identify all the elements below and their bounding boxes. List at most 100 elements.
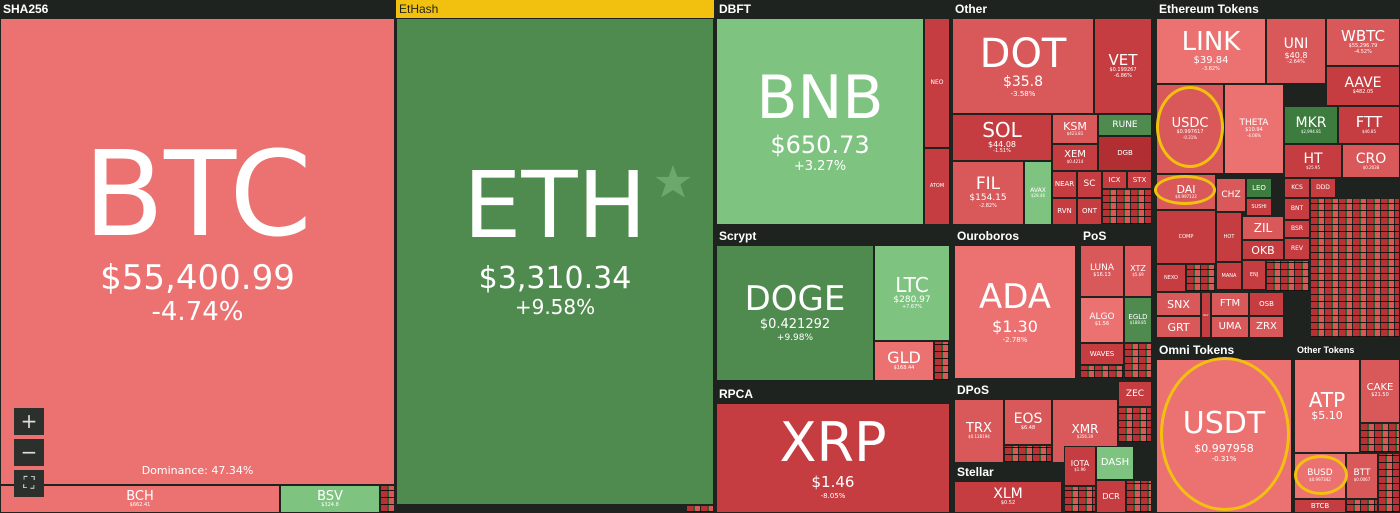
tile-bch[interactable]: BCH $662.41 [0,485,280,513]
tile-small-coins[interactable] [1126,480,1152,513]
tile-dgb[interactable]: DGB [1098,136,1152,171]
tile-small-coins[interactable] [1124,343,1152,379]
tile-grt[interactable]: GRT [1156,316,1201,338]
tile-kcs[interactable]: KCS [1284,178,1310,198]
tile-algo[interactable]: ALGO $1.56 [1080,297,1124,343]
tile-small-coins[interactable] [1064,486,1096,513]
tile-rvn[interactable]: RVN [1052,198,1077,225]
tile-sc[interactable]: SC [1077,171,1102,198]
tile-rev[interactable]: REV [1284,238,1310,260]
tile-small-coins[interactable] [1360,423,1400,453]
tile-theta[interactable]: THETA $10.94 -4.06% [1224,84,1284,174]
tile-aave[interactable]: AAVE $482.05 [1326,66,1400,106]
tile-mana[interactable]: MANA [1216,262,1242,290]
tile-small-coins[interactable] [1004,445,1052,463]
tile-gld[interactable]: GLD $168.44 [874,341,934,381]
tile-nexo[interactable]: NEXO [1156,264,1186,292]
tile-cro[interactable]: CRO $0.2038 [1342,144,1400,178]
tile-doge[interactable]: DOGE $0.421292 +9.98% [716,245,874,381]
tile-small-coins[interactable] [1118,407,1152,443]
tile-usdc[interactable]: USDC $0.997617 -0.31% [1156,84,1224,174]
tile-bnb[interactable]: BNB $650.73 +3.27% [716,18,924,225]
tile-bsr[interactable]: BSR [1284,220,1310,238]
tile-enj[interactable]: ENJ [1242,260,1266,290]
tile-small-coins[interactable] [1102,189,1152,225]
tile-small-coins[interactable] [1080,365,1124,379]
tile-dot[interactable]: DOT $35.8 -3.58% [952,18,1094,114]
tile-xem[interactable]: XEM $0.4214 [1052,144,1098,171]
fullscreen-button[interactable]: ⛶ [14,470,44,497]
tile-dcr[interactable]: DCR [1096,480,1126,513]
tile-waves[interactable]: WAVES [1080,343,1124,365]
tile-vet[interactable]: VET $0.199267 -6.86% [1094,18,1152,114]
tile-uma[interactable]: UMA [1211,316,1249,338]
tile-fil[interactable]: FIL $154.15 -2.82% [952,161,1024,225]
tile-okb[interactable]: OKB [1242,240,1284,260]
tile-small-coins[interactable] [1346,499,1378,513]
tile-cake[interactable]: CAKE $21.50 [1360,359,1400,423]
tile-rune[interactable]: RUNE [1098,114,1152,136]
tile-usdt[interactable]: USDT $0.997958 -0.31% [1156,359,1292,513]
tile-leo[interactable]: LEO [1246,178,1272,198]
tile-zec[interactable]: ZEC [1118,381,1152,407]
tile-small-coins[interactable] [1310,198,1400,338]
tile-link[interactable]: LINK $39.84 -3.82% [1156,18,1266,84]
tile-near[interactable]: NEAR [1052,171,1077,198]
tile-small-coins[interactable] [1186,264,1216,292]
tile-rly[interactable]: RLY [1201,292,1211,338]
tile-ont[interactable]: ONT [1077,198,1102,225]
change: -8.05% [820,491,846,500]
tile-ada[interactable]: ADA $1.30 -2.78% [954,245,1076,379]
tile-small-coins[interactable] [934,341,950,381]
symbol: DDD [1316,184,1330,191]
tile-xlm[interactable]: XLM $0.52 [954,481,1062,513]
tile-busd[interactable]: BUSD $0.997342 [1294,453,1346,499]
tile-atp[interactable]: ATP $5.10 [1294,359,1360,453]
tile-icx[interactable]: ICX [1102,171,1127,189]
tile-hot[interactable]: HOT [1216,212,1242,262]
tile-ftm[interactable]: FTM [1211,292,1249,316]
tile-chz[interactable]: CHZ [1216,178,1246,212]
tile-luna[interactable]: LUNA $16.13 [1080,245,1124,297]
tile-btt[interactable]: BTT $0.0067 [1346,453,1378,499]
tile-xtz[interactable]: XTZ $5.69 [1124,245,1152,297]
tile-stx[interactable]: STX [1127,171,1152,189]
tile-ddd[interactable]: DDD [1310,178,1336,198]
tile-xrp[interactable]: XRP $1.46 -8.05% [716,403,950,513]
tile-atom[interactable]: ATOM [924,148,950,225]
tile-trx[interactable]: TRX $0.128194 [954,399,1004,463]
zoom-out-button[interactable]: − [14,439,44,466]
tile-snx[interactable]: SNX [1156,292,1201,316]
symbol: BTT [1353,468,1371,479]
tile-wbtc[interactable]: WBTC $55,296.79 -4.52% [1326,18,1400,66]
tile-ftt[interactable]: FTT $46.85 [1338,106,1400,144]
tile-ltc[interactable]: LTC $280.97 +7.67% [874,245,950,341]
tile-dai[interactable]: DAI $0.997122 [1156,174,1216,210]
tile-iota[interactable]: IOTA $1.96 [1064,446,1096,486]
tile-avax[interactable]: AVAX $28.46 [1024,161,1052,225]
zoom-in-button[interactable]: + [14,408,44,435]
tile-zil[interactable]: ZIL [1242,216,1284,240]
tile-small-coins[interactable] [1266,260,1310,292]
tile-egld[interactable]: EGLD $188.85 [1124,297,1152,343]
tile-sol[interactable]: SOL $44.08 -1.51% [952,114,1052,161]
tile-ht[interactable]: HT $25.95 [1284,144,1342,178]
tile-dash[interactable]: DASH [1096,446,1134,480]
tile-sushi[interactable]: SUSHI [1246,198,1272,216]
tile-eos[interactable]: EOS $6.48 [1004,399,1052,445]
tile-btc[interactable]: BTC $55,400.99 -4.74% Dominance: 47.34% [0,18,395,485]
tile-bnt[interactable]: BNT [1284,198,1310,220]
tile-btcb[interactable]: BTCB [1294,499,1346,513]
tile-zrx[interactable]: ZRX [1249,316,1284,338]
tile-neo[interactable]: NEO [924,18,950,148]
tile-bsv[interactable]: BSV $324.8 [280,485,380,513]
tile-small-coins[interactable] [1378,453,1400,513]
tile-eth[interactable]: ETH $3,310.34 +9.58% [396,18,714,505]
tile-mkr[interactable]: MKR $2,994.81 [1284,106,1338,144]
tile-comp[interactable]: COMP [1156,210,1216,264]
tile-small-coins[interactable] [686,505,714,513]
tile-uni[interactable]: UNI $40.8 -2.64% [1266,18,1326,84]
tile-small-coins[interactable] [380,485,395,513]
tile-ksm[interactable]: KSM $423.81 [1052,114,1098,144]
tile-osb[interactable]: OSB [1249,292,1284,316]
